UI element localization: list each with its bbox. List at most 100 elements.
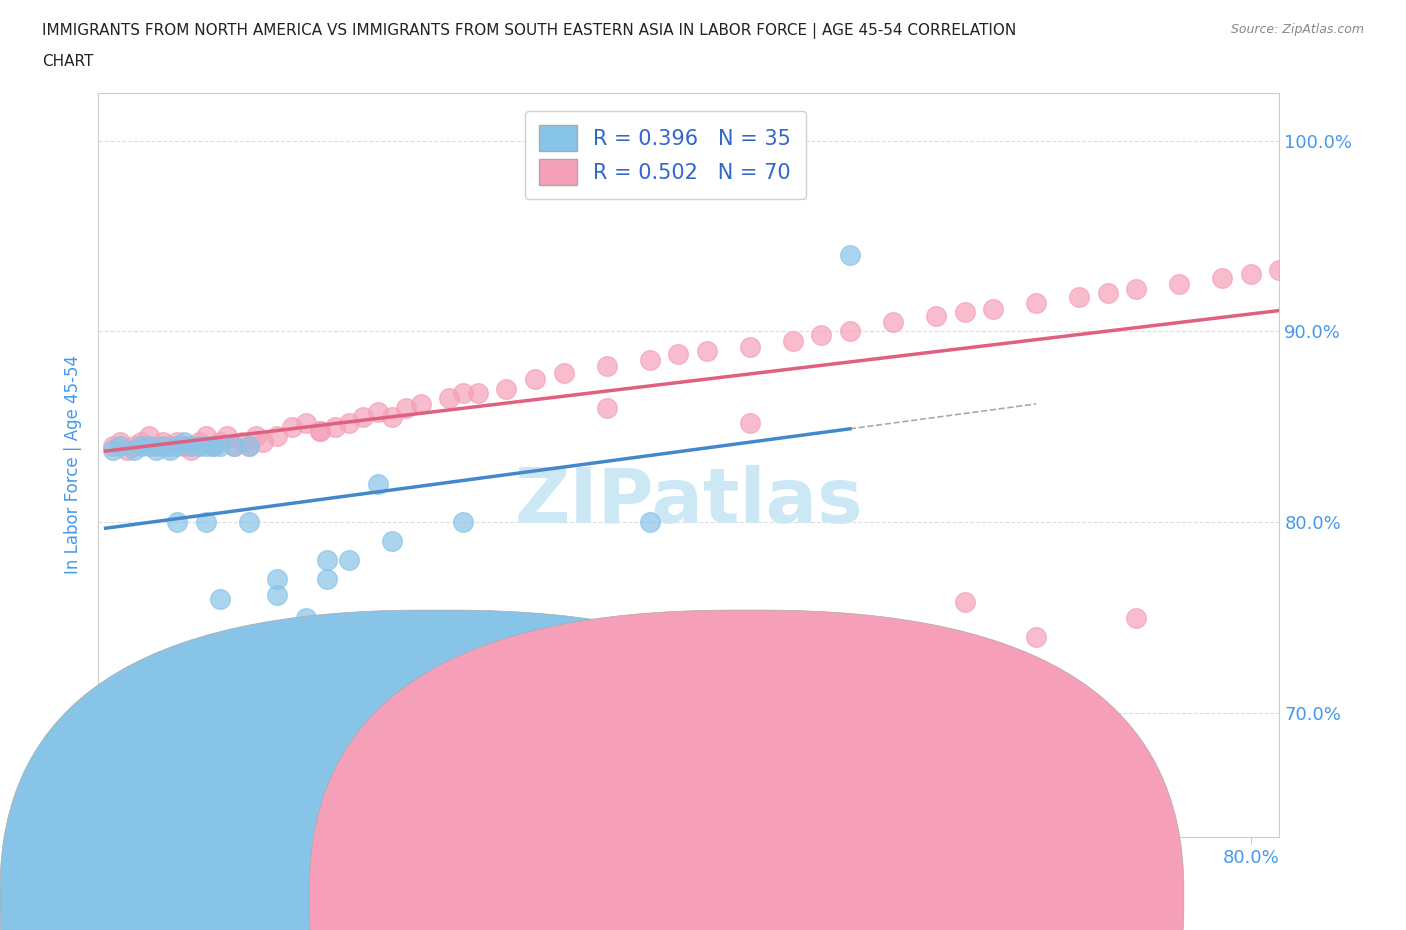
Point bbox=[395, 400, 418, 415]
Point bbox=[187, 434, 209, 449]
Point bbox=[131, 434, 153, 449]
Point bbox=[409, 396, 432, 411]
Point bbox=[882, 314, 904, 329]
Point bbox=[238, 438, 260, 453]
Point bbox=[295, 416, 318, 431]
Point bbox=[108, 438, 131, 453]
Point bbox=[231, 434, 253, 449]
Point bbox=[381, 410, 404, 425]
Point bbox=[381, 534, 404, 549]
Point bbox=[925, 309, 948, 324]
Point bbox=[1211, 271, 1233, 286]
Point bbox=[1025, 630, 1047, 644]
Point bbox=[201, 438, 224, 453]
Point bbox=[316, 572, 339, 587]
Point bbox=[138, 429, 160, 444]
Point bbox=[145, 443, 167, 458]
Point bbox=[266, 429, 288, 444]
Point bbox=[152, 715, 174, 730]
Point bbox=[201, 438, 224, 453]
Point bbox=[595, 358, 617, 373]
Point bbox=[638, 352, 661, 367]
Point bbox=[180, 443, 202, 458]
Point bbox=[280, 419, 302, 434]
Point bbox=[1354, 251, 1376, 266]
Point bbox=[367, 405, 389, 419]
Text: CHART: CHART bbox=[42, 54, 94, 69]
Point bbox=[839, 324, 862, 339]
Point bbox=[1312, 258, 1334, 272]
Point bbox=[152, 434, 174, 449]
Point bbox=[217, 429, 239, 444]
Point bbox=[1268, 263, 1291, 278]
Point bbox=[524, 372, 547, 387]
Point bbox=[337, 553, 360, 568]
Point bbox=[981, 301, 1004, 316]
Point bbox=[810, 328, 832, 343]
Point bbox=[101, 443, 124, 458]
Point bbox=[309, 423, 332, 438]
Point bbox=[453, 385, 475, 400]
Point bbox=[1168, 276, 1191, 291]
Point bbox=[553, 366, 575, 381]
Text: Immigrants from North America: Immigrants from North America bbox=[457, 890, 721, 909]
Point bbox=[180, 744, 202, 759]
Point bbox=[101, 438, 124, 453]
Point bbox=[194, 429, 217, 444]
Point bbox=[224, 438, 246, 453]
Point bbox=[131, 438, 153, 453]
Point bbox=[738, 416, 761, 431]
Point bbox=[953, 595, 976, 610]
Point bbox=[238, 438, 260, 453]
Point bbox=[467, 385, 489, 400]
Point bbox=[115, 443, 138, 458]
Point bbox=[782, 334, 804, 349]
Text: ZIPatlas: ZIPatlas bbox=[515, 465, 863, 539]
Point bbox=[166, 438, 188, 453]
Point bbox=[437, 391, 460, 405]
Point bbox=[194, 438, 217, 453]
Point bbox=[337, 416, 360, 431]
Point bbox=[122, 443, 145, 458]
Point bbox=[1067, 289, 1090, 304]
Point bbox=[453, 515, 475, 530]
Point bbox=[696, 343, 718, 358]
Point bbox=[738, 339, 761, 354]
Point bbox=[138, 438, 160, 453]
Point bbox=[1240, 267, 1263, 282]
Text: IMMIGRANTS FROM NORTH AMERICA VS IMMIGRANTS FROM SOUTH EASTERN ASIA IN LABOR FOR: IMMIGRANTS FROM NORTH AMERICA VS IMMIGRA… bbox=[42, 23, 1017, 39]
Point bbox=[166, 515, 188, 530]
Point bbox=[252, 434, 274, 449]
Point bbox=[108, 434, 131, 449]
Point bbox=[839, 247, 862, 262]
Point bbox=[352, 410, 374, 425]
Point bbox=[152, 438, 174, 453]
Point bbox=[367, 477, 389, 492]
Point bbox=[1125, 610, 1147, 625]
Point bbox=[180, 438, 202, 453]
Point bbox=[209, 438, 232, 453]
Point bbox=[122, 438, 145, 453]
Point bbox=[316, 553, 339, 568]
Point bbox=[194, 515, 217, 530]
Point bbox=[266, 572, 288, 587]
Point bbox=[238, 515, 260, 530]
Point bbox=[187, 438, 209, 453]
Point bbox=[224, 438, 246, 453]
Point bbox=[209, 591, 232, 606]
Point bbox=[159, 438, 181, 453]
Legend: R = 0.396   N = 35, R = 0.502   N = 70: R = 0.396 N = 35, R = 0.502 N = 70 bbox=[524, 111, 806, 199]
Y-axis label: In Labor Force | Age 45-54: In Labor Force | Age 45-54 bbox=[65, 355, 83, 575]
Text: Immigrants from South Eastern Asia: Immigrants from South Eastern Asia bbox=[766, 890, 1067, 909]
Point bbox=[495, 381, 517, 396]
Point bbox=[295, 610, 318, 625]
Point bbox=[266, 587, 288, 602]
Point bbox=[209, 434, 232, 449]
Point bbox=[159, 443, 181, 458]
Point bbox=[953, 305, 976, 320]
Text: Source: ZipAtlas.com: Source: ZipAtlas.com bbox=[1230, 23, 1364, 36]
Point bbox=[309, 423, 332, 438]
Point bbox=[245, 429, 267, 444]
Point bbox=[323, 419, 346, 434]
Point bbox=[595, 400, 617, 415]
